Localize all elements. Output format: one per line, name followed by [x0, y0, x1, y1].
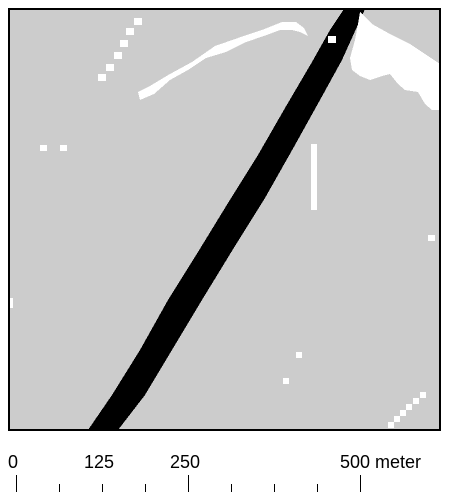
scale-tick: [102, 484, 103, 492]
scale-tick: [317, 484, 318, 492]
scale-tick-250: [188, 475, 189, 492]
scale-label-125: 125: [84, 452, 115, 472]
scale-tick-0: [16, 475, 17, 492]
scale-label-0: 0: [8, 452, 19, 472]
small-feature-points: [9, 145, 435, 428]
water-feature-top-right: [350, 12, 440, 110]
scale-label-500-meter: 500 meter: [340, 452, 422, 472]
scale-tick: [231, 484, 232, 492]
map-frame: [8, 8, 441, 431]
stream-feature: [311, 144, 317, 210]
scale-tick: [145, 484, 146, 492]
road-feature: [88, 9, 365, 430]
scale-tick: [59, 484, 60, 492]
water-feature-curve: [98, 18, 336, 100]
map-view[interactable]: [0, 0, 449, 449]
scale-label-250: 250: [170, 452, 201, 472]
scale-tick: [274, 484, 275, 492]
scale-tick-500: [360, 475, 361, 492]
